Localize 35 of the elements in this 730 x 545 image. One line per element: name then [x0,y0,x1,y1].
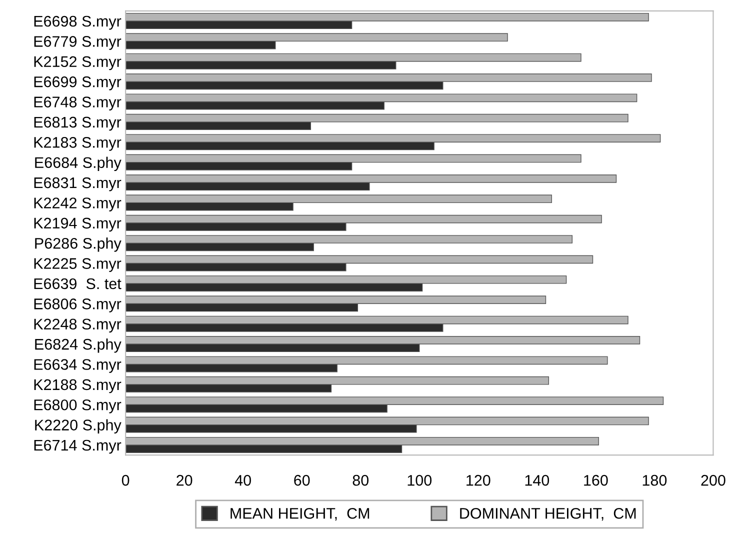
y-tick-label: K2248 S.myr [34,318,122,333]
y-tick-label: K2188 S.myr [34,379,122,394]
y-tick-label: E6684 S.phy [35,156,122,172]
legend-label: MEAN HEIGHT, CM [230,508,370,521]
y-tick-label: E6824 S.phy [35,338,122,353]
x-tick-label: 160 [584,474,608,486]
x-tick-label: 180 [642,474,667,486]
y-tick-label: E6714 S.myr [34,440,122,454]
y-tick-label: E6800 S.myr [34,399,122,414]
x-tick-label: 140 [525,474,550,486]
y-tick-label: E6806 S.myr [34,298,122,312]
legend-label: DOMINANT HEIGHT, CM [460,508,636,521]
y-tick-label: K2220 S.phy [35,419,122,434]
y-tick-label: P6286 S.phy [35,238,122,252]
x-tick-label: 0 [122,474,130,486]
x-tick-label: 40 [234,474,251,486]
x-tick-label: 200 [701,474,726,486]
y-tick-label: K2152 S.myr [34,56,122,70]
x-tick-label: 20 [176,474,192,486]
x-tick-label: 120 [466,474,490,486]
y-tick-label: K2194 S.myr [34,218,122,232]
y-tick-label: E6748 S.myr [34,96,122,110]
y-tick-label: E6699 S.myr [34,76,122,90]
y-tick-label: K2225 S.myr [34,258,122,272]
x-tick-label: 60 [294,474,310,486]
y-tick-label: E6779 S.myr [34,36,122,50]
y-tick-label: E6698 S.myr [34,16,122,30]
x-tick-label: 100 [408,474,432,486]
y-tick-label: K2183 S.myr [34,137,122,151]
y-tick-label: E6634 S.myr [34,359,122,373]
y-tick-label: E6813 S.myr [34,116,122,131]
x-tick-label: 80 [352,474,369,486]
y-tick-label: E6831 S.myr [34,177,122,192]
y-tick-label: K2242 S.myr [34,198,122,212]
y-tick-label: E6639 S. tet [34,278,122,290]
